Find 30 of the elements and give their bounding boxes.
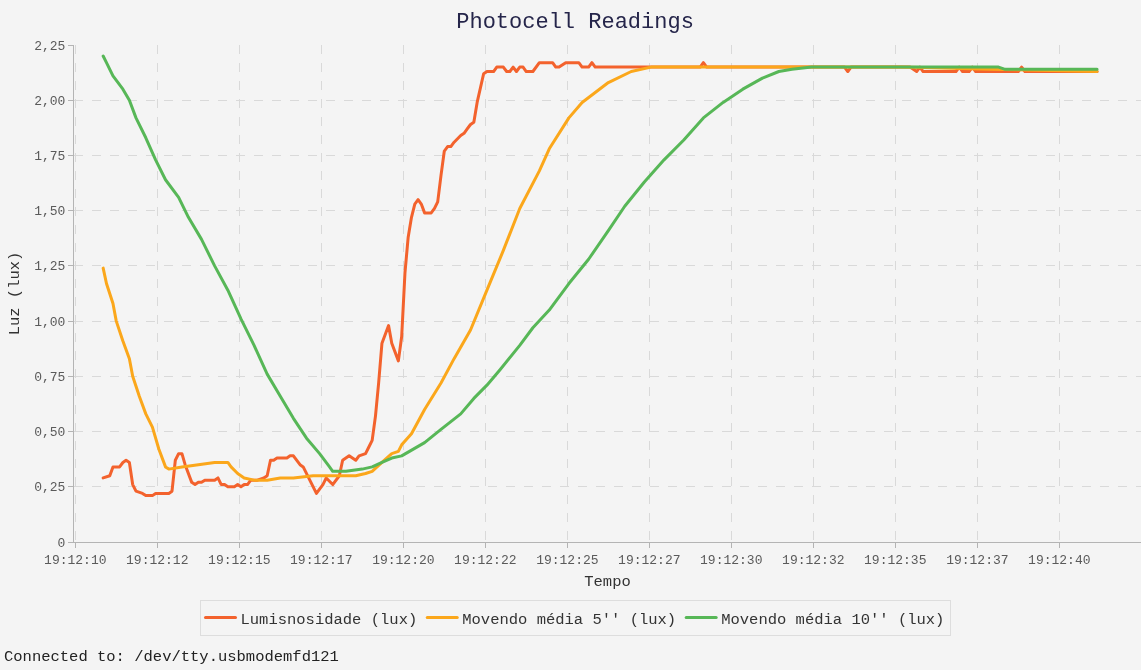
y-axis-title: Luz (lux) — [6, 251, 25, 336]
y-tick-label: 0,50 — [34, 425, 66, 441]
x-tick-label: 19:12:27 — [618, 552, 681, 568]
x-tick-label: 19:12:30 — [700, 552, 763, 568]
y-tick-label: 2,25 — [34, 38, 66, 54]
y-tick-label: 0,25 — [34, 480, 66, 496]
x-tick-label: 19:12:17 — [290, 552, 353, 568]
x-tick-label: 19:12:40 — [1028, 552, 1091, 568]
legend-label: Movendo média 10'' (lux) — [721, 610, 945, 629]
chart-title: Photocell Readings — [456, 9, 694, 35]
x-tick-label: 19:12:35 — [864, 552, 927, 568]
x-tick-label: 19:12:12 — [126, 552, 189, 568]
x-tick-label: 19:12:22 — [454, 552, 517, 568]
y-tick-label: 1,00 — [34, 314, 66, 330]
y-tick-label: 1,75 — [34, 148, 66, 164]
text: Connected to: /dev/tty.usbmodemfd121 — [4, 648, 339, 666]
x-tick-label: 19:12:15 — [208, 552, 271, 568]
y-tick-label: 0,75 — [34, 369, 66, 385]
y-tick-label: 0 — [57, 535, 66, 551]
x-tick-label: 19:12:37 — [946, 552, 1009, 568]
x-tick-label: 19:12:10 — [44, 552, 107, 568]
legend-label: Movendo média 5'' (lux) — [462, 610, 677, 629]
y-tick-label: 1,50 — [34, 204, 66, 220]
y-tick-label: 2,00 — [34, 93, 66, 109]
x-tick-label: 19:12:25 — [536, 552, 599, 568]
x-tick-label: 19:12:32 — [782, 552, 845, 568]
x-axis-title: Tempo — [584, 572, 631, 591]
legend-label: Lumisnosidade (lux) — [240, 610, 418, 629]
y-tick-label: 1,25 — [34, 259, 66, 275]
x-tick-label: 19:12:20 — [372, 552, 435, 568]
